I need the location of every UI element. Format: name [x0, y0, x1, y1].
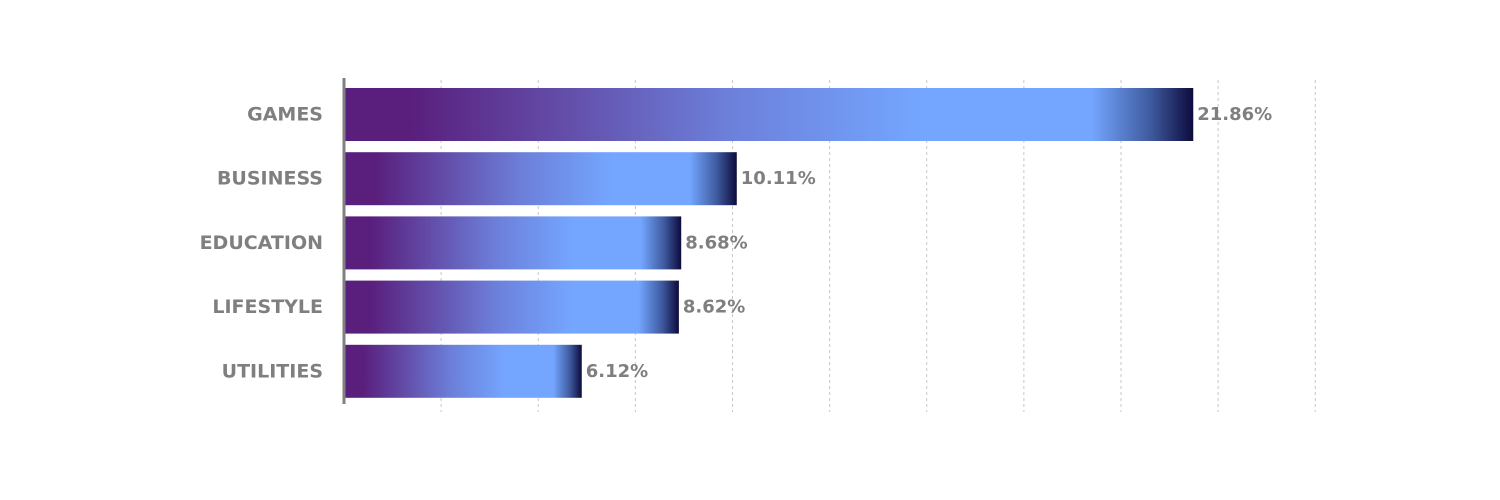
value-label-games: 21.86%: [1197, 104, 1272, 125]
category-label-education: EDUCATION: [200, 232, 323, 254]
value-labels: 21.86% 10.11% 8.68% 8.62% 6.12%: [586, 104, 1272, 382]
value-label-education: 8.68%: [685, 232, 747, 253]
category-label-business: BUSINESS: [217, 168, 323, 190]
bar-business: [344, 152, 737, 206]
category-labels: GAMES BUSINESS EDUCATION LIFESTYLE UTILITIES: [200, 104, 323, 383]
category-label-utilities: UTILITIES: [222, 360, 323, 382]
category-label-lifestyle: LIFESTYLE: [212, 296, 323, 318]
bar-lifestyle: [344, 280, 679, 334]
value-label-business: 10.11%: [741, 168, 816, 189]
category-label-games: GAMES: [247, 104, 323, 126]
bar-games: [344, 88, 1194, 141]
bars-group: [344, 88, 1194, 398]
bar-utilities: [344, 344, 582, 398]
value-label-utilities: 6.12%: [586, 361, 648, 382]
value-label-lifestyle: 8.62%: [683, 297, 745, 318]
bar-education: [344, 216, 682, 270]
